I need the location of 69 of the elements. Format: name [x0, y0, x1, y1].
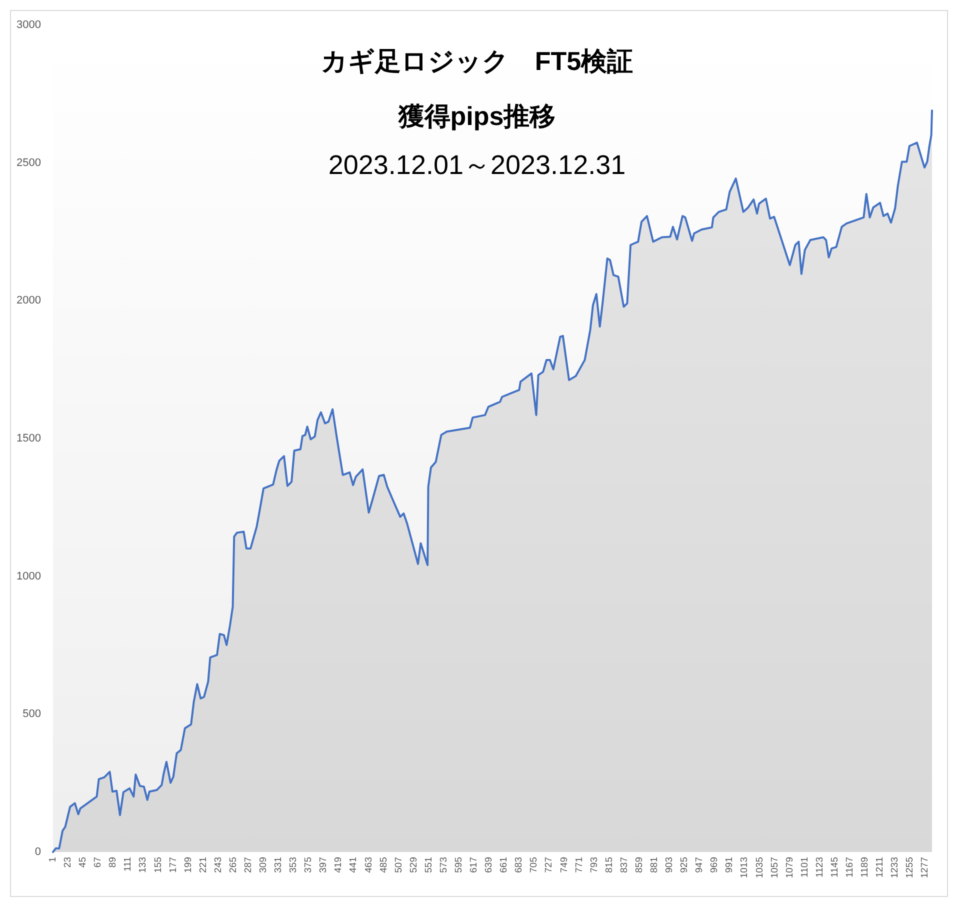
x-tick-label: 705 — [528, 857, 540, 873]
x-tick-label: 309 — [258, 857, 270, 873]
x-tick-label: 1211 — [874, 857, 886, 878]
x-tick-label: 793 — [588, 857, 600, 873]
subtitle: 獲得pips推移 — [398, 101, 556, 131]
x-tick-label: 177 — [168, 857, 179, 873]
y-tick-label: 1000 — [16, 570, 41, 582]
y-tick-label: 2500 — [16, 156, 41, 169]
x-tick-label: 903 — [664, 857, 676, 873]
x-tick-label: 1101 — [799, 857, 810, 878]
x-tick-label: 617 — [468, 857, 480, 873]
x-tick-label: 771 — [574, 857, 585, 873]
x-tick-label: 89 — [108, 857, 119, 868]
x-tick-label: 925 — [679, 857, 690, 873]
x-tick-label: 419 — [333, 857, 344, 873]
x-tick-label: 287 — [242, 857, 254, 873]
x-tick-label: 661 — [498, 857, 510, 873]
x-tick-label: 23 — [62, 857, 74, 868]
x-tick-label: 199 — [182, 857, 194, 873]
x-tick-label: 221 — [198, 857, 209, 873]
x-tick-label: 463 — [363, 857, 374, 873]
x-tick-label: 727 — [544, 857, 555, 873]
x-tick-label: 353 — [288, 857, 300, 873]
x-tick-label: 67 — [92, 857, 104, 868]
x-tick-label: 1277 — [920, 857, 931, 878]
x-tick-label: 1255 — [904, 857, 916, 878]
x-tick-label: 265 — [228, 857, 239, 873]
x-tick-label: 947 — [694, 857, 706, 873]
x-tick-label: 1233 — [890, 857, 901, 878]
x-tick-label: 1013 — [739, 857, 750, 878]
x-tick-label: 397 — [318, 857, 330, 873]
title: カギ足ロジック FT5検証 — [320, 46, 634, 76]
x-tick-label: 375 — [303, 857, 314, 873]
x-tick-label: 1167 — [844, 857, 856, 878]
x-tick-label: 441 — [348, 857, 360, 873]
x-tick-label: 639 — [484, 857, 495, 873]
x-tick-label: 859 — [634, 857, 645, 873]
x-tick-label: 595 — [454, 857, 464, 873]
x-tick-label: 1189 — [860, 857, 871, 878]
y-tick-label: 0 — [34, 846, 41, 858]
y-tick-label: 3000 — [16, 19, 41, 31]
x-tick-label: 749 — [558, 857, 570, 873]
y-tick-label: 1500 — [16, 432, 41, 444]
x-tick-label: 551 — [423, 857, 434, 873]
x-tick-label: 1 — [48, 857, 58, 862]
x-tick-label: 133 — [138, 857, 149, 873]
x-tick-label: 1035 — [754, 857, 766, 878]
x-tick-label: 881 — [649, 857, 660, 873]
x-tick-label: 155 — [152, 857, 164, 873]
x-tick-label: 507 — [393, 857, 404, 873]
x-tick-label: 111 — [122, 857, 134, 872]
x-tick-label: 1079 — [784, 857, 796, 878]
x-tick-label: 243 — [212, 857, 224, 873]
x-tick-label: 837 — [618, 857, 630, 873]
x-tick-label: 969 — [709, 857, 720, 873]
x-tick-label: 991 — [724, 857, 736, 873]
y-tick-label: 2000 — [16, 294, 41, 307]
x-tick-label: 331 — [273, 857, 284, 873]
annotation: 2023.12.01～2023.12.31 — [328, 150, 626, 180]
x-tick-label: 1123 — [814, 857, 826, 878]
y-tick-label: 500 — [22, 708, 41, 720]
x-tick-label: 529 — [408, 857, 420, 873]
x-tick-label: 485 — [378, 857, 390, 873]
x-tick-label: 573 — [438, 857, 450, 873]
x-tick-label: 45 — [78, 857, 89, 868]
x-tick-label: 815 — [604, 857, 615, 873]
x-tick-label: 1145 — [829, 857, 840, 878]
x-tick-label: 683 — [514, 857, 525, 873]
x-tick-label: 1057 — [769, 857, 780, 878]
